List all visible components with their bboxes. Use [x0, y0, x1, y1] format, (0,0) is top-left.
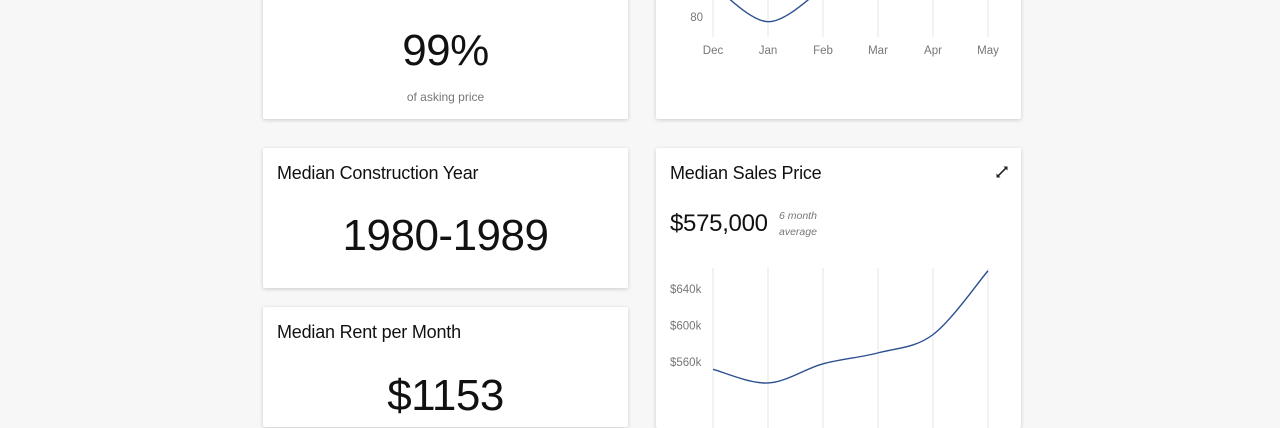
sale-to-list-value: 99%: [402, 26, 489, 75]
construction-year-card: Median Construction Year 1980-1989: [263, 148, 628, 288]
x-tick-label: Dec: [703, 45, 724, 57]
series-line: [712, 270, 989, 384]
top-chart-card: Dec Jan Feb Mar Apr May 80: [656, 0, 1021, 119]
sale-to-list-card: 99% of asking price: [263, 0, 628, 119]
x-tick-label: Mar: [868, 45, 888, 57]
average-note-line2: average: [779, 226, 817, 238]
rent-title: Median Rent per Month: [277, 322, 461, 342]
sales-price-line-chart: $560k $600k $640k: [670, 268, 989, 428]
y-tick-label: $640k: [670, 284, 702, 296]
construction-year-value: 1980-1989: [342, 211, 549, 260]
expand-icon[interactable]: [994, 164, 1010, 180]
x-tick-label: Jan: [759, 45, 778, 57]
sale-to-list-caption: of asking price: [406, 90, 485, 104]
sales-price-average-note: 6 month average: [779, 208, 817, 240]
average-note-line1: 6 month: [779, 210, 817, 222]
rent-value: $1153: [387, 371, 504, 420]
rent-card: Median Rent per Month $1153: [263, 307, 628, 427]
sales-price-card: Median Sales Price $575,000 6 month aver…: [656, 148, 1021, 428]
x-tick-label: Feb: [813, 45, 833, 57]
sales-price-average: $575,000: [670, 210, 768, 237]
y-tick-label: $560k: [670, 357, 702, 369]
construction-year-title: Median Construction Year: [277, 163, 479, 183]
x-tick-label: Apr: [924, 45, 942, 57]
top-line-chart: Dec Jan Feb Mar Apr May 80: [690, 0, 999, 57]
y-tick-label: $600k: [670, 321, 702, 333]
x-tick-label: May: [977, 45, 999, 57]
y-tick-label: 80: [690, 12, 703, 24]
sales-price-title: Median Sales Price: [670, 163, 822, 183]
series-line: [729, 0, 810, 23]
